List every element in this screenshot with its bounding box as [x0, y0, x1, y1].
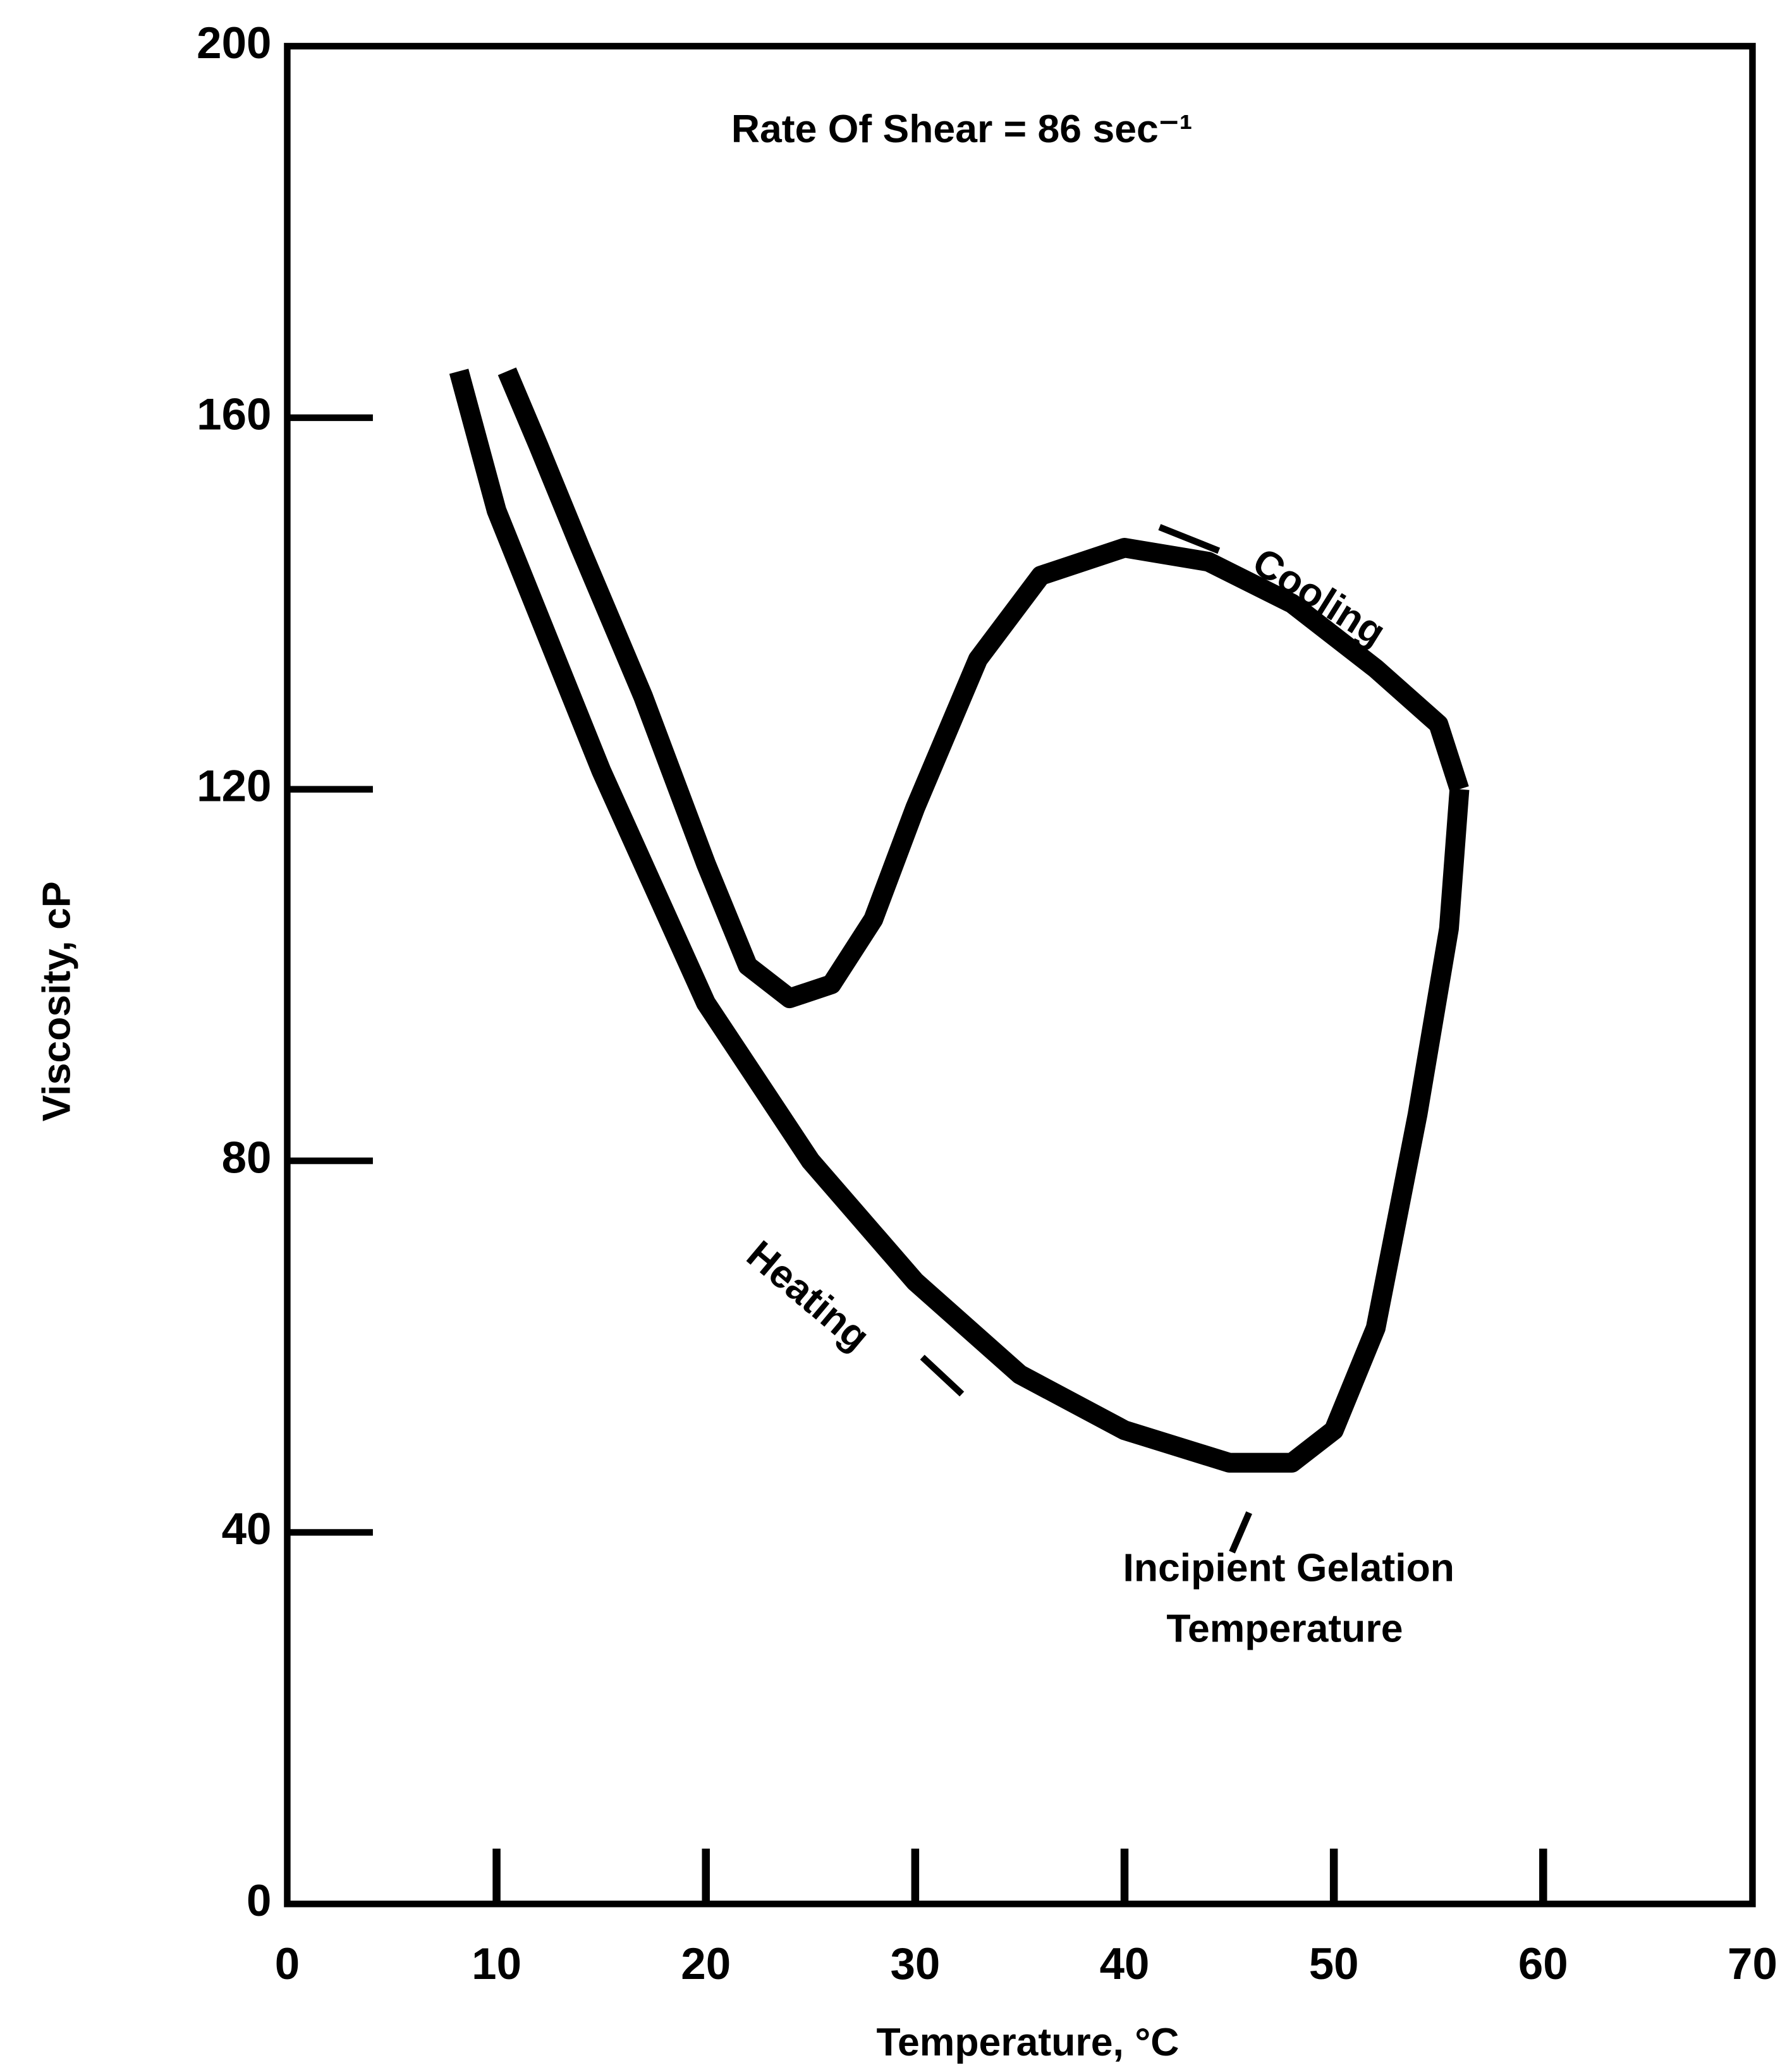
chart-title: Rate Of Shear = 86 sec⁻¹ [731, 107, 1193, 151]
annotation: Incipient Gelation [1123, 1545, 1454, 1590]
x-tick-label: 10 [472, 1939, 521, 1989]
x-tick-label: 30 [890, 1939, 940, 1989]
arrow [1229, 1511, 1252, 1554]
arrow [1158, 524, 1221, 554]
x-tick-label: 70 [1728, 1939, 1777, 1989]
x-axis-label: Temperature, °C [876, 2020, 1179, 2064]
series-label: Heating [738, 1232, 878, 1359]
plot-frame [284, 42, 1756, 1908]
x-tick-label: 60 [1518, 1939, 1568, 1989]
y-tick-label: 80 [222, 1133, 272, 1183]
x-tick-label: 20 [681, 1939, 731, 1989]
y-tick-label: 120 [197, 761, 271, 811]
x-tick-label: 0 [275, 1939, 300, 1989]
y-tick-label: 160 [197, 390, 271, 440]
y-tick-label: 200 [197, 18, 271, 68]
arrow [920, 1355, 965, 1397]
line [497, 367, 1469, 1009]
y-axis-label: Viscosity, cP [34, 881, 78, 1121]
y-tick-label: 40 [222, 1504, 272, 1554]
x-tick-label: 40 [1100, 1939, 1150, 1989]
y-tick-label: 0 [247, 1876, 271, 1926]
line [449, 368, 1470, 1473]
x-tick-label: 50 [1309, 1939, 1359, 1989]
annotation: Temperature [1166, 1606, 1403, 1650]
